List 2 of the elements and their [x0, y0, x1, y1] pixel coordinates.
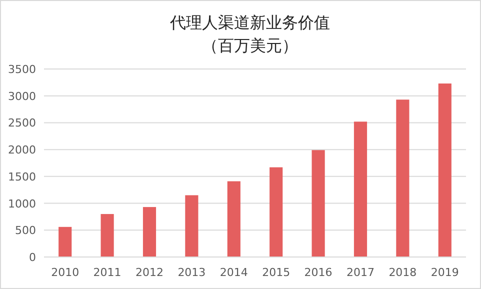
title: 代理人渠道新业务价值: [170, 13, 330, 32]
subtitle: （百万美元）: [202, 36, 298, 55]
